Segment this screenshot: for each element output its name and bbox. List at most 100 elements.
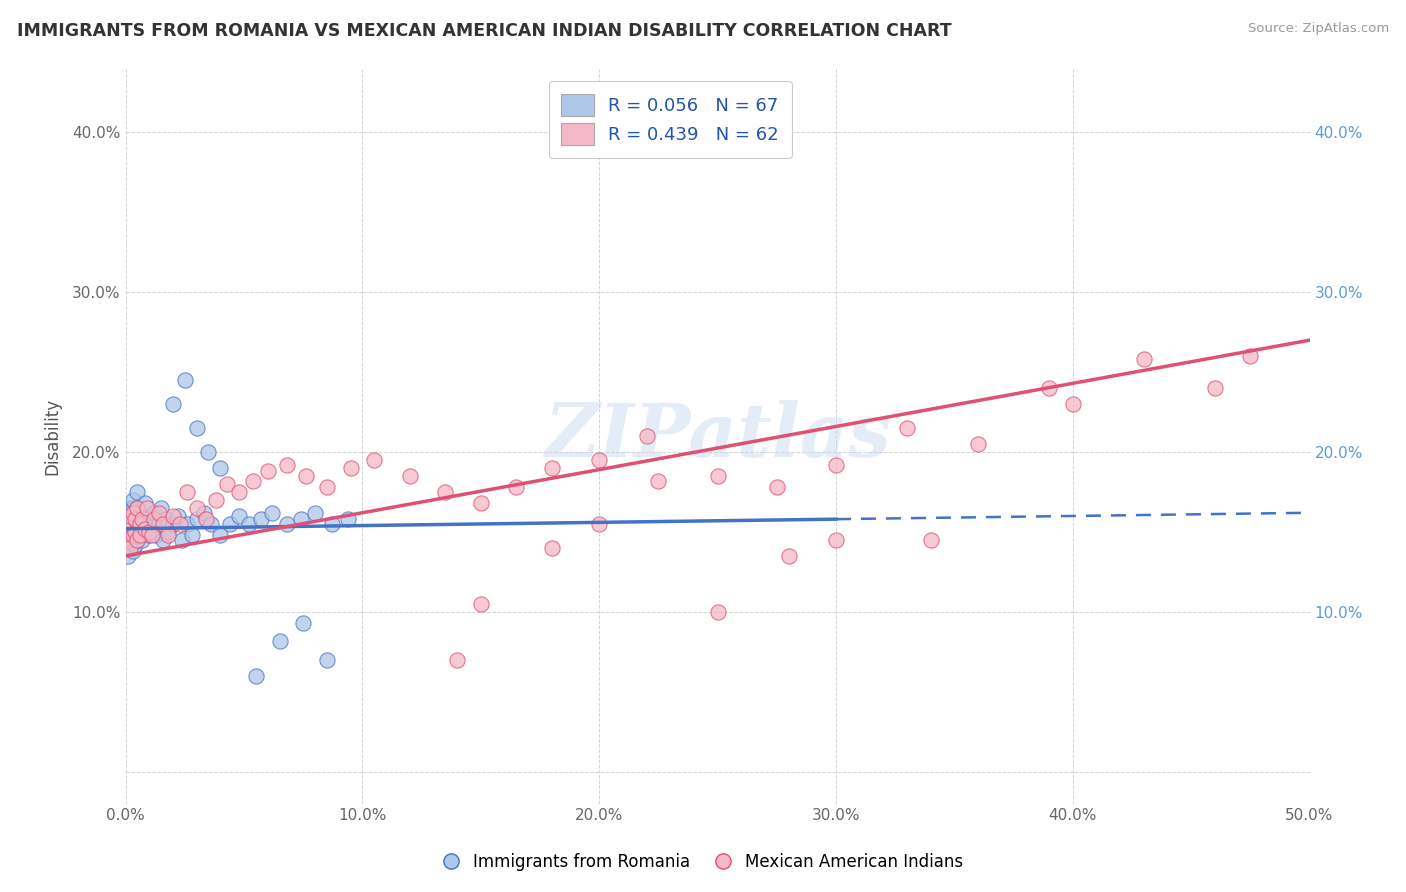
- Point: [228, 485, 250, 500]
- Point: [120, 522, 142, 536]
- Point: [148, 516, 170, 531]
- Point: [135, 522, 157, 536]
- Point: [121, 533, 143, 547]
- Point: [127, 533, 149, 547]
- Point: [290, 512, 312, 526]
- Point: [204, 493, 226, 508]
- Point: [706, 605, 728, 619]
- Point: [120, 512, 142, 526]
- Point: [186, 512, 208, 526]
- Point: [117, 533, 139, 547]
- Point: [920, 533, 942, 547]
- Point: [315, 653, 337, 667]
- Point: [121, 493, 143, 508]
- Point: [294, 469, 316, 483]
- Y-axis label: Disability: Disability: [44, 398, 60, 475]
- Point: [209, 528, 232, 542]
- Point: [138, 524, 160, 539]
- Point: [706, 469, 728, 483]
- Point: [363, 453, 385, 467]
- Point: [825, 458, 848, 472]
- Point: [131, 516, 153, 531]
- Point: [162, 397, 184, 411]
- Point: [321, 516, 343, 531]
- Point: [176, 485, 198, 500]
- Point: [127, 500, 149, 515]
- Point: [176, 516, 198, 531]
- Point: [141, 516, 163, 531]
- Point: [143, 512, 166, 526]
- Point: [135, 500, 157, 515]
- Point: [134, 496, 156, 510]
- Point: [647, 474, 669, 488]
- Point: [228, 508, 250, 523]
- Point: [127, 516, 149, 531]
- Point: [446, 653, 468, 667]
- Point: [128, 528, 150, 542]
- Point: [1062, 397, 1084, 411]
- Point: [197, 445, 219, 459]
- Point: [131, 533, 153, 547]
- Point: [540, 461, 562, 475]
- Point: [120, 528, 142, 542]
- Point: [131, 512, 153, 526]
- Text: Source: ZipAtlas.com: Source: ZipAtlas.com: [1249, 22, 1389, 36]
- Point: [127, 533, 149, 547]
- Point: [209, 461, 232, 475]
- Point: [238, 516, 260, 531]
- Point: [173, 373, 195, 387]
- Legend: R = 0.056   N = 67, R = 0.439   N = 62: R = 0.056 N = 67, R = 0.439 N = 62: [548, 81, 792, 158]
- Point: [128, 528, 150, 542]
- Point: [121, 528, 143, 542]
- Point: [121, 500, 143, 515]
- Point: [505, 480, 527, 494]
- Point: [121, 544, 143, 558]
- Point: [172, 533, 194, 547]
- Point: [148, 506, 170, 520]
- Point: [121, 516, 143, 531]
- Point: [269, 633, 291, 648]
- Legend: Immigrants from Romania, Mexican American Indians: Immigrants from Romania, Mexican America…: [434, 845, 972, 880]
- Point: [256, 464, 278, 478]
- Point: [825, 533, 848, 547]
- Point: [143, 506, 166, 520]
- Point: [134, 522, 156, 536]
- Point: [470, 597, 492, 611]
- Point: [337, 512, 360, 526]
- Point: [124, 538, 146, 552]
- Point: [117, 533, 139, 547]
- Point: [152, 533, 174, 547]
- Point: [157, 528, 180, 542]
- Point: [180, 528, 202, 542]
- Point: [304, 506, 326, 520]
- Point: [193, 506, 215, 520]
- Point: [967, 437, 990, 451]
- Point: [117, 516, 139, 531]
- Point: [117, 500, 139, 515]
- Point: [1038, 381, 1060, 395]
- Point: [1132, 352, 1154, 367]
- Point: [120, 541, 142, 555]
- Point: [128, 512, 150, 526]
- Point: [195, 512, 218, 526]
- Point: [276, 516, 298, 531]
- Point: [128, 516, 150, 531]
- Point: [200, 516, 222, 531]
- Point: [120, 506, 142, 520]
- Point: [315, 480, 337, 494]
- Point: [145, 528, 167, 542]
- Point: [162, 516, 184, 531]
- Point: [242, 474, 264, 488]
- Point: [157, 524, 180, 539]
- Point: [117, 549, 139, 563]
- Point: [120, 541, 142, 555]
- Point: [1204, 381, 1226, 395]
- Point: [128, 506, 150, 520]
- Point: [138, 528, 160, 542]
- Point: [124, 524, 146, 539]
- Point: [120, 508, 142, 523]
- Point: [138, 512, 160, 526]
- Point: [150, 500, 173, 515]
- Point: [218, 516, 240, 531]
- Point: [1239, 349, 1261, 363]
